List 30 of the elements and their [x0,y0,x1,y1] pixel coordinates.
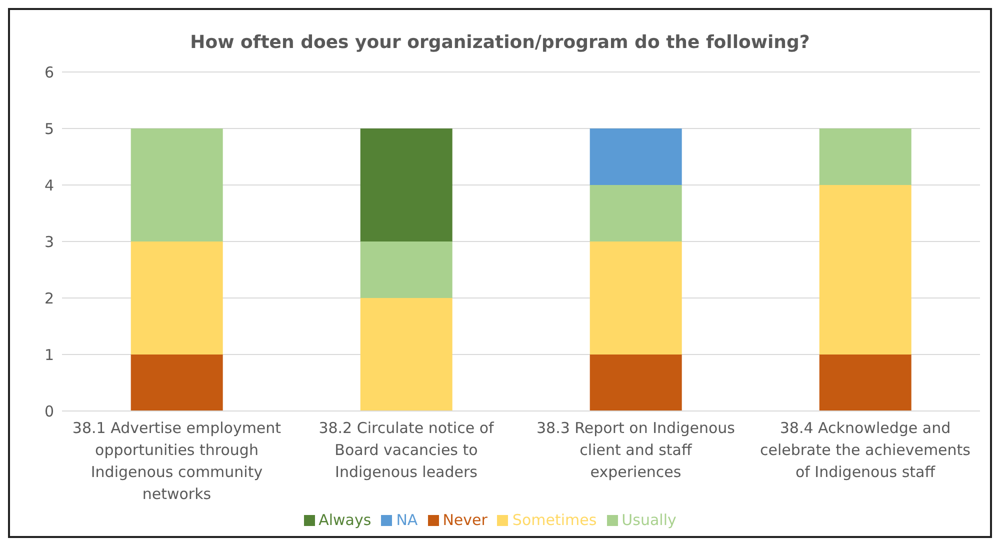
x-tick-label: 38.1 Advertise employment opportunities through Indigenous community networks [72,419,282,503]
bar [590,354,682,411]
x-tick-label: 38.2 Circulate notice of Board vacancies to Indigenous leaders [318,419,494,481]
bar [130,242,223,354]
x-tick-label: 38.4 Acknowledge and celebrate the achievements of Indigenous staff [760,419,971,481]
y-tick-label: 5 [44,120,54,138]
y-tick-label: 2 [44,289,54,308]
legend-label: NA [396,511,418,529]
bar [360,298,452,411]
y-tick-label: 0 [44,402,54,420]
y-tick-label: 4 [44,176,54,194]
bar [590,185,682,242]
x-tick-label: 38.3 Report on Indigenous client and staff experiences [536,419,736,481]
y-tick-label: 1 [44,346,54,364]
bar [360,242,452,298]
bar [819,128,912,185]
bar [819,354,912,411]
legend-label: Never [442,511,488,529]
legend-label: Sometimes [512,511,597,529]
legend-label: Always [318,511,372,529]
bar [360,128,452,242]
bar [590,242,682,354]
legend-label: Usually [622,511,676,529]
bar [590,128,682,185]
bar [130,128,223,242]
bar [819,185,912,354]
bar [130,354,223,411]
chart-title: How often does your organization/program do the following? [189,31,811,53]
y-tick-label: 6 [44,63,54,82]
y-tick-label: 3 [44,232,54,251]
